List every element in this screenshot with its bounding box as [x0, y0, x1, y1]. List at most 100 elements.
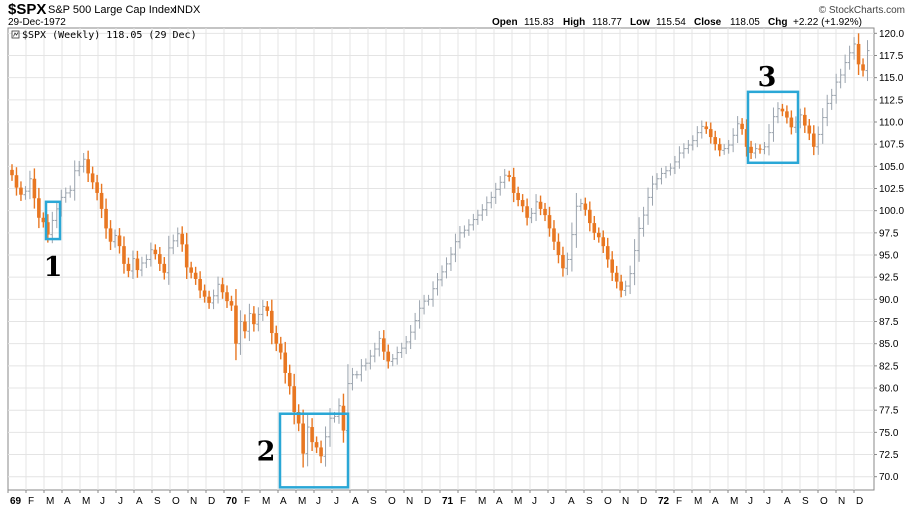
x-month-label: M: [262, 496, 270, 507]
price-bar: [785, 105, 789, 124]
price-bar: [462, 225, 467, 238]
price-bar: [301, 409, 305, 468]
price-bar: [466, 219, 471, 236]
price-bar: [534, 194, 539, 222]
price-bar: [86, 150, 90, 183]
price-bar: [762, 142, 767, 155]
x-month-label: D: [856, 496, 863, 507]
price-bar: [265, 301, 270, 317]
price-bar: [63, 187, 68, 203]
price-bar: [650, 175, 655, 206]
price-bar: [511, 167, 516, 203]
x-month-label: A: [64, 496, 71, 507]
y-tick-label: 82.5: [879, 361, 899, 372]
price-bar: [144, 254, 149, 269]
x-month-label: M: [82, 496, 90, 507]
price-bar: [847, 45, 852, 70]
price-bar: [753, 143, 758, 159]
price-bar: [520, 194, 525, 213]
price-bars: [10, 33, 870, 468]
price-bar: [408, 325, 413, 350]
price-bar: [780, 103, 785, 117]
price-bar: [238, 310, 243, 355]
price-bar: [126, 257, 131, 278]
price-bar: [269, 299, 274, 345]
price-bar: [628, 265, 633, 295]
price-bar: [23, 186, 28, 200]
annotation-box-3: [746, 90, 800, 165]
price-bar: [717, 138, 722, 157]
price-bar: [856, 33, 861, 75]
price-bar: [861, 58, 865, 77]
chart-date: 29-Dec-1972: [8, 17, 66, 28]
series-legend: $SPX (Weekly) 118.05 (29 Dec): [22, 30, 197, 41]
x-month-label: A: [496, 496, 503, 507]
price-bar: [735, 116, 740, 144]
price-bar: [243, 314, 247, 339]
x-month-label: D: [208, 496, 215, 507]
price-bar: [252, 306, 256, 332]
x-month-label: O: [388, 496, 396, 507]
price-bar: [601, 230, 606, 253]
price-bar: [81, 152, 86, 173]
quote-high-value: 118.77: [592, 17, 622, 28]
price-bar: [354, 370, 359, 379]
price-bar: [229, 295, 234, 311]
price-bar: [677, 146, 682, 169]
price-bar: [552, 220, 556, 250]
y-tick-label: 110.0: [879, 117, 904, 128]
price-bar: [41, 212, 46, 228]
price-bar: [117, 228, 122, 254]
y-tick-label: 102.5: [879, 184, 904, 195]
y-tick-label: 120.0: [879, 29, 904, 40]
price-bar: [372, 342, 377, 363]
y-axis: 70.0 72.5 75.0 77.5 80.0 82.5 85.0 87.5 90.0 92.5…: [874, 29, 904, 483]
x-month-label: A: [280, 496, 287, 507]
price-bar: [211, 289, 216, 310]
x-month-label: N: [838, 496, 845, 507]
x-month-label: F: [244, 496, 250, 507]
price-bar: [637, 217, 642, 262]
price-bar: [381, 330, 386, 360]
price-bar: [605, 237, 610, 268]
x-month-label: M: [46, 496, 54, 507]
price-bar: [708, 122, 713, 144]
price-bar: [704, 121, 709, 134]
price-bar: [475, 209, 480, 225]
x-month-label: J: [334, 496, 339, 507]
price-bar: [726, 139, 731, 154]
x-month-label: N: [406, 496, 413, 507]
price-bar: [614, 265, 619, 289]
price-bar: [10, 164, 14, 181]
price-bar: [448, 247, 453, 271]
x-month-label: J: [316, 496, 321, 507]
price-bar: [480, 204, 485, 221]
price-bar: [404, 335, 409, 355]
x-year-label: 72: [658, 496, 670, 507]
annotation-label-2: 2: [257, 437, 276, 468]
price-bar: [529, 207, 534, 224]
price-bar: [319, 440, 323, 464]
x-month-label: M: [730, 496, 738, 507]
price-bar: [431, 281, 436, 307]
price-bar: [816, 126, 821, 155]
y-tick-label: 90.0: [879, 295, 899, 306]
y-tick-label: 105.0: [879, 162, 904, 173]
quote-close-label: Close: [694, 17, 722, 28]
quote-open-label: Open: [492, 17, 518, 28]
x-month-label: J: [532, 496, 537, 507]
y-tick-label: 97.5: [879, 228, 899, 239]
price-bar: [32, 168, 37, 209]
x-month-label: M: [298, 496, 306, 507]
x-month-label: O: [604, 496, 612, 507]
price-bar: [457, 226, 462, 249]
quote-open-value: 115.83: [524, 17, 554, 28]
x-month-label: M: [514, 496, 522, 507]
x-month-label: F: [28, 496, 34, 507]
price-bar: [766, 124, 771, 156]
price-bar: [502, 168, 507, 189]
price-bar: [225, 285, 229, 308]
annotation-box-1: [44, 200, 62, 241]
price-bar: [596, 227, 601, 243]
price-bar: [843, 54, 848, 83]
